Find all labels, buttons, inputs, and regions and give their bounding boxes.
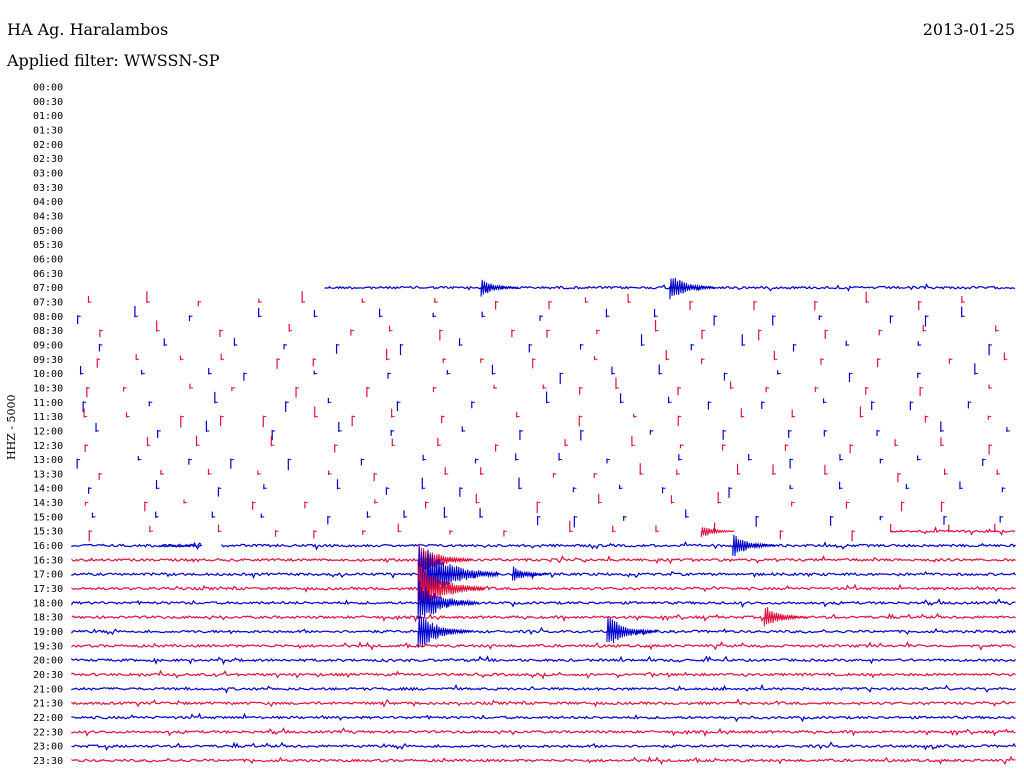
time-label: 23:30	[33, 756, 63, 767]
time-label: 11:30	[33, 412, 63, 423]
seismic-event	[700, 527, 735, 538]
time-label: 23:00	[33, 742, 63, 753]
time-label: 22:00	[33, 713, 63, 724]
trace-line	[159, 541, 203, 550]
trace-line	[71, 741, 1017, 751]
trace-line	[71, 612, 1016, 623]
time-label: 11:00	[33, 398, 63, 409]
time-label: 15:30	[33, 527, 63, 538]
time-label: 17:30	[33, 584, 63, 595]
seismic-event	[669, 277, 716, 300]
time-label: 15:00	[33, 512, 63, 523]
trace-line	[71, 683, 1016, 694]
trace-line	[71, 555, 1016, 565]
time-label: 03:30	[33, 183, 63, 194]
filter-label: Applied filter: WWSSN-SP	[7, 51, 220, 70]
trace-line	[71, 640, 1016, 651]
time-label: 05:00	[33, 226, 63, 237]
trace-line	[71, 626, 1016, 636]
seismic-event	[512, 566, 550, 581]
time-label: 21:00	[33, 684, 63, 695]
time-label: 00:30	[33, 97, 63, 108]
time-label: 19:30	[33, 641, 63, 652]
time-label: 20:30	[33, 670, 63, 681]
station-title: HA Ag. Haralambos	[7, 20, 169, 39]
time-label: 13:00	[33, 455, 63, 466]
time-label: 06:30	[33, 269, 63, 280]
seismic-event	[417, 543, 473, 577]
time-label: 22:30	[33, 727, 63, 738]
time-label: 16:30	[33, 555, 63, 566]
time-label: 21:30	[33, 699, 63, 710]
trace-line	[71, 655, 1016, 666]
time-label: 13:30	[33, 469, 63, 480]
time-label: 18:30	[33, 613, 63, 624]
time-label: 07:00	[33, 283, 63, 294]
date-label: 2013-01-25	[922, 20, 1015, 39]
seismic-event	[763, 607, 808, 627]
trace-line	[71, 727, 1016, 738]
trace-line	[71, 698, 1016, 708]
time-label: 02:00	[33, 140, 63, 151]
time-label: 17:00	[33, 570, 63, 581]
seismic-event	[732, 534, 777, 557]
time-label: 10:30	[33, 383, 63, 394]
time-label: 14:00	[33, 484, 63, 495]
seismic-event	[417, 615, 473, 648]
time-label: 07:30	[33, 297, 63, 308]
time-label: 08:00	[33, 312, 63, 323]
trace-line	[71, 542, 202, 548]
trace-line	[71, 755, 1016, 766]
time-label: 00:00	[33, 83, 63, 94]
trace-line	[324, 283, 1016, 293]
trace-line	[71, 598, 1016, 608]
trace-line	[71, 712, 1016, 723]
time-label: 19:00	[33, 627, 63, 638]
time-label: 04:00	[33, 197, 63, 208]
seismic-event	[417, 581, 480, 619]
trace-line	[891, 526, 1016, 536]
time-label: 05:30	[33, 240, 63, 251]
time-label: 12:00	[33, 426, 63, 437]
trace-line	[71, 669, 1016, 680]
time-label: 14:30	[33, 498, 63, 509]
seismic-event	[417, 566, 486, 614]
time-label: 18:00	[33, 598, 63, 609]
time-label: 03:00	[33, 168, 63, 179]
seismic-event	[606, 617, 658, 644]
seismic-event	[417, 546, 499, 607]
time-label: 09:00	[33, 340, 63, 351]
time-label: 04:30	[33, 211, 63, 222]
time-label: 01:00	[33, 111, 63, 122]
time-label: 08:30	[33, 326, 63, 337]
time-label: 02:30	[33, 154, 63, 165]
time-label: 12:30	[33, 441, 63, 452]
time-label: 10:00	[33, 369, 63, 380]
trace-line	[71, 583, 1016, 593]
time-label: 16:00	[33, 541, 63, 552]
time-label: 20:00	[33, 656, 63, 667]
time-label: 09:30	[33, 355, 63, 366]
trace-line	[221, 541, 1016, 551]
time-label: 06:00	[33, 254, 63, 265]
seismic-event	[480, 279, 519, 297]
time-label: 01:30	[33, 125, 63, 136]
